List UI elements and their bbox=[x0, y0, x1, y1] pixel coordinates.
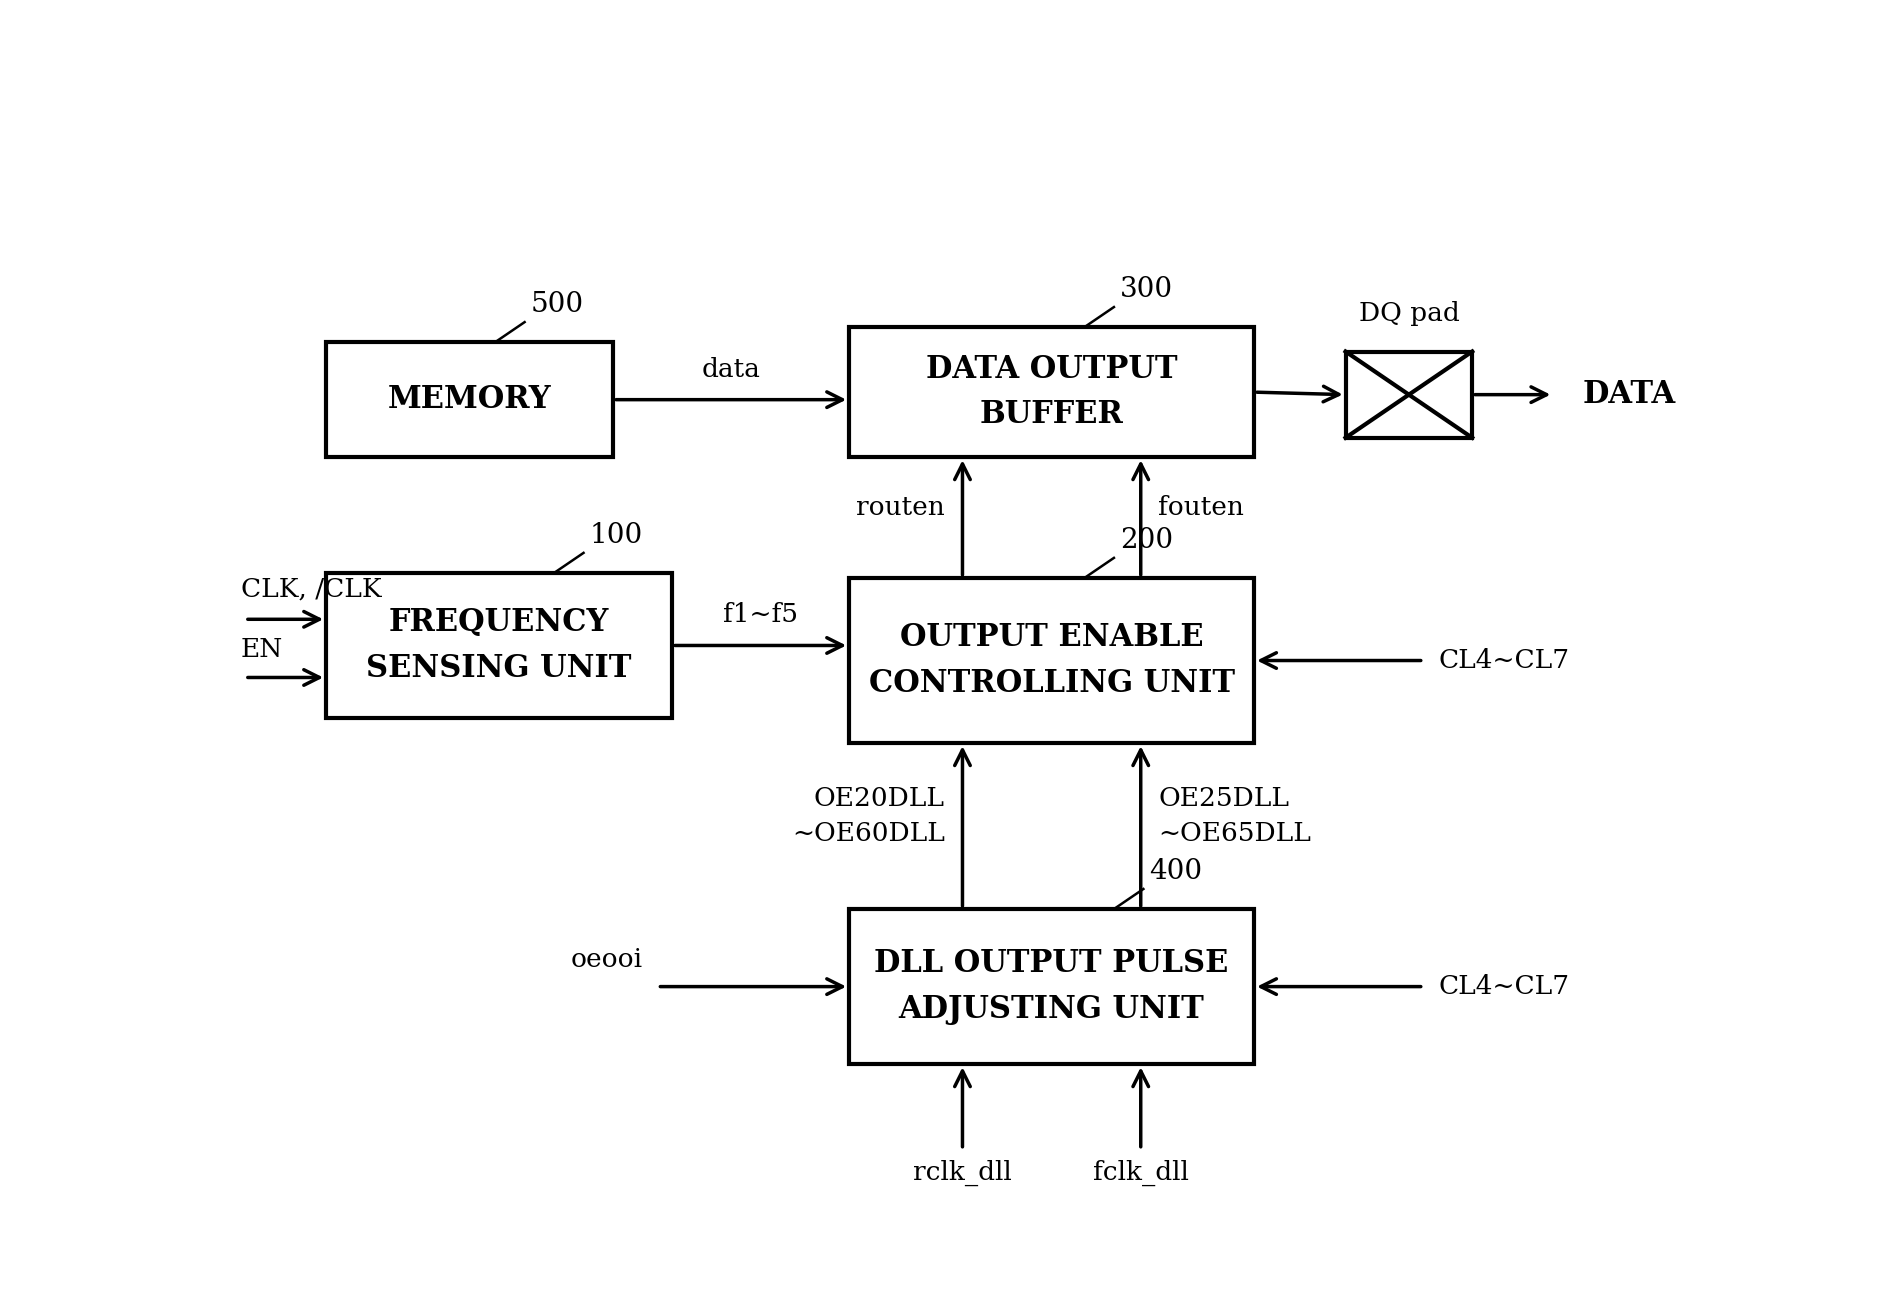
Text: rclk_dll: rclk_dll bbox=[912, 1160, 1011, 1186]
FancyBboxPatch shape bbox=[1346, 352, 1471, 438]
Text: OE25DLL
~OE65DLL: OE25DLL ~OE65DLL bbox=[1158, 786, 1312, 846]
FancyBboxPatch shape bbox=[327, 573, 673, 718]
Text: data: data bbox=[701, 357, 760, 382]
Text: EN: EN bbox=[241, 637, 283, 662]
Text: f1~f5: f1~f5 bbox=[722, 602, 798, 628]
FancyBboxPatch shape bbox=[850, 577, 1255, 743]
Text: DATA: DATA bbox=[1584, 379, 1677, 410]
Text: CL4~CL7: CL4~CL7 bbox=[1439, 648, 1570, 674]
FancyBboxPatch shape bbox=[850, 909, 1255, 1065]
Text: DLL OUTPUT PULSE
ADJUSTING UNIT: DLL OUTPUT PULSE ADJUSTING UNIT bbox=[874, 949, 1228, 1024]
Text: fclk_dll: fclk_dll bbox=[1093, 1160, 1188, 1186]
Text: fouten: fouten bbox=[1158, 495, 1245, 520]
Text: 500: 500 bbox=[530, 291, 584, 318]
Text: OE20DLL
~OE60DLL: OE20DLL ~OE60DLL bbox=[793, 786, 945, 846]
Text: FREQUENCY
SENSING UNIT: FREQUENCY SENSING UNIT bbox=[367, 607, 631, 684]
Text: 200: 200 bbox=[1120, 526, 1173, 554]
Text: DATA OUTPUT
BUFFER: DATA OUTPUT BUFFER bbox=[926, 354, 1177, 430]
Text: CL4~CL7: CL4~CL7 bbox=[1439, 975, 1570, 999]
Text: OUTPUT ENABLE
CONTROLLING UNIT: OUTPUT ENABLE CONTROLLING UNIT bbox=[869, 623, 1234, 698]
Text: routen: routen bbox=[855, 495, 945, 520]
Text: 400: 400 bbox=[1150, 857, 1203, 885]
Text: CLK, /CLK: CLK, /CLK bbox=[241, 576, 382, 601]
Text: 300: 300 bbox=[1120, 276, 1173, 304]
FancyBboxPatch shape bbox=[327, 341, 614, 457]
Text: 100: 100 bbox=[589, 523, 643, 549]
Text: DQ pad: DQ pad bbox=[1359, 301, 1460, 327]
Text: MEMORY: MEMORY bbox=[388, 384, 551, 416]
FancyBboxPatch shape bbox=[850, 327, 1255, 457]
Text: oeooi: oeooi bbox=[570, 946, 643, 972]
